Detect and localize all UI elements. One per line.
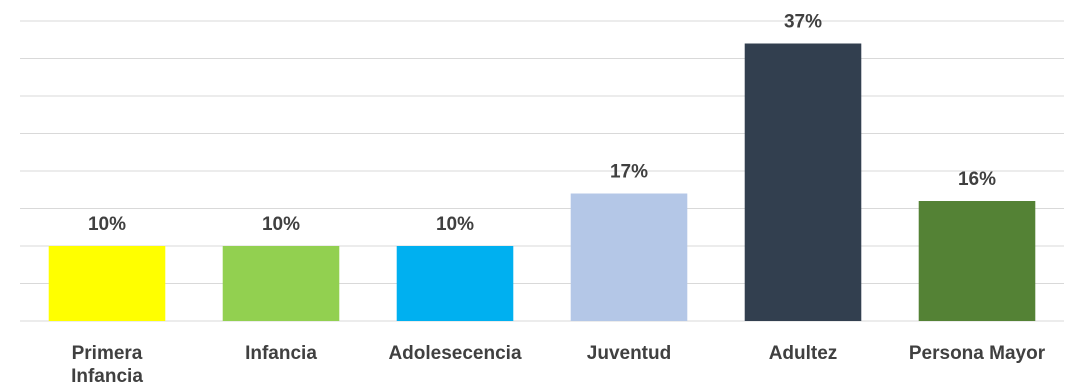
data-label: 10%: [436, 214, 474, 235]
data-label: 37%: [784, 12, 822, 33]
data-labels: 10% 10% 10% 17% 37% 16%: [88, 12, 996, 236]
bar: [396, 246, 514, 321]
data-label: 16%: [958, 169, 996, 190]
data-label: 17%: [610, 162, 648, 183]
category-tick-label: Persona Mayor: [909, 343, 1046, 364]
bars: [48, 43, 1036, 321]
data-label: 10%: [262, 214, 300, 235]
bar: [570, 193, 688, 321]
bar: [744, 43, 862, 321]
category-tick-label: Primera: [72, 343, 143, 364]
data-label: 10%: [88, 214, 126, 235]
category-tick-label: Adolesecencia: [388, 343, 521, 364]
category-tick-label: Infancia: [245, 343, 317, 364]
category-tick-label: Adultez: [769, 343, 838, 364]
gridlines: [20, 20, 1064, 322]
bar: [48, 246, 166, 321]
bar: [222, 246, 340, 321]
category-tick-label: Infancia: [71, 366, 143, 386]
category-tick-label: Juventud: [587, 343, 671, 364]
bar: [918, 201, 1036, 321]
